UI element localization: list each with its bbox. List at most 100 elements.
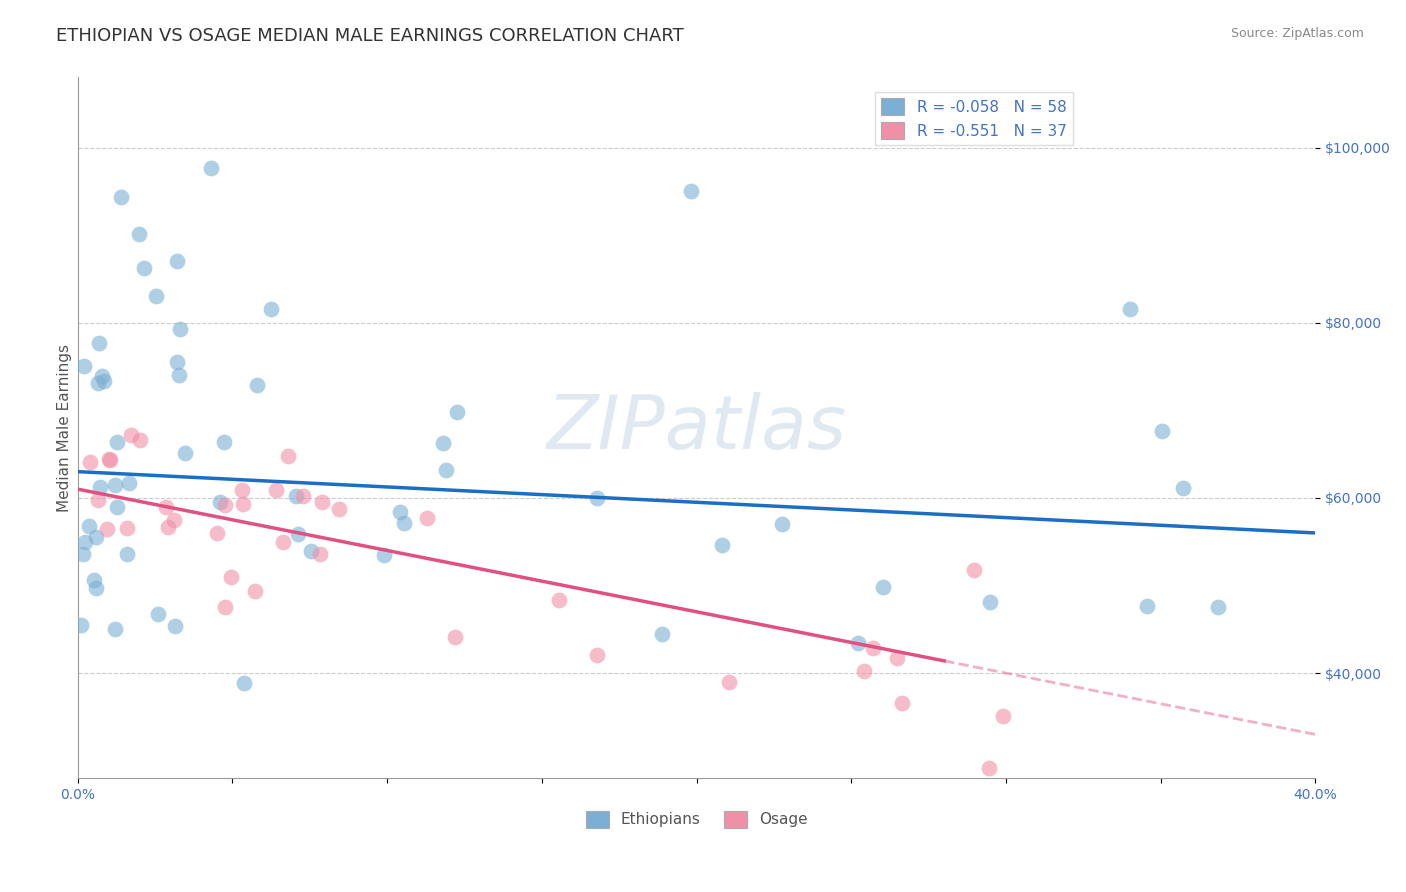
Point: [72, 547, 94, 561]
Point: [547, 593, 569, 607]
Point: [679, 184, 702, 198]
Point: [1171, 481, 1194, 495]
Point: [209, 494, 232, 508]
Point: [872, 580, 894, 594]
Point: [1119, 301, 1142, 316]
Point: [96, 522, 118, 536]
Point: [221, 570, 243, 584]
Point: [1206, 599, 1229, 614]
Point: [291, 490, 314, 504]
Point: [89, 335, 111, 350]
Point: [979, 595, 1001, 609]
Point: [163, 513, 186, 527]
Point: [862, 641, 884, 656]
Point: [446, 404, 468, 418]
Point: [167, 368, 190, 382]
Point: [214, 498, 236, 512]
Point: [308, 547, 330, 561]
Point: [299, 544, 322, 558]
Point: [104, 622, 127, 636]
Point: [93, 374, 115, 388]
Point: [434, 462, 457, 476]
Point: [271, 535, 294, 549]
Point: [416, 511, 439, 525]
Point: [169, 321, 191, 335]
Point: [586, 491, 609, 506]
Point: [166, 354, 188, 368]
Point: [277, 449, 299, 463]
Point: [444, 631, 467, 645]
Point: [284, 489, 307, 503]
Point: [90, 369, 112, 384]
Text: ETHIOPIAN VS OSAGE MEDIAN MALE EARNINGS CORRELATION CHART: ETHIOPIAN VS OSAGE MEDIAN MALE EARNINGS …: [56, 27, 683, 45]
Point: [212, 435, 235, 450]
Point: [710, 538, 733, 552]
Point: [388, 505, 411, 519]
Point: [84, 530, 107, 544]
Point: [853, 664, 876, 678]
Point: [770, 516, 793, 531]
Point: [87, 376, 110, 391]
Point: [73, 535, 96, 549]
Point: [246, 378, 269, 392]
Y-axis label: Median Male Earnings: Median Male Earnings: [58, 343, 72, 512]
Point: [963, 563, 986, 577]
Point: [173, 446, 195, 460]
Point: [1136, 599, 1159, 613]
Point: [69, 618, 91, 632]
Point: [846, 635, 869, 649]
Point: [886, 650, 908, 665]
Point: [373, 548, 395, 562]
Text: ZIPatlas: ZIPatlas: [547, 392, 846, 464]
Point: [83, 573, 105, 587]
Point: [245, 584, 267, 599]
Point: [392, 516, 415, 531]
Point: [128, 227, 150, 241]
Point: [110, 189, 132, 203]
Point: [214, 600, 236, 615]
Point: [104, 478, 127, 492]
Point: [120, 428, 142, 442]
Legend: Ethiopians, Osage: Ethiopians, Osage: [579, 805, 814, 834]
Point: [84, 581, 107, 595]
Point: [89, 480, 111, 494]
Point: [97, 452, 120, 467]
Point: [145, 289, 167, 303]
Point: [105, 434, 128, 449]
Point: [650, 627, 672, 641]
Point: [231, 483, 253, 497]
Point: [73, 359, 96, 374]
Point: [105, 500, 128, 514]
Point: [1150, 424, 1173, 438]
Point: [148, 607, 170, 621]
Point: [232, 498, 254, 512]
Point: [163, 618, 186, 632]
Point: [155, 500, 177, 514]
Point: [79, 455, 101, 469]
Point: [156, 520, 179, 534]
Point: [166, 254, 188, 268]
Point: [991, 708, 1014, 723]
Point: [115, 547, 138, 561]
Point: [129, 434, 152, 448]
Point: [117, 475, 139, 490]
Point: [233, 675, 256, 690]
Point: [586, 648, 609, 662]
Point: [260, 302, 283, 317]
Point: [891, 696, 914, 710]
Point: [717, 674, 740, 689]
Point: [77, 519, 100, 533]
Point: [287, 527, 309, 541]
Point: [205, 526, 228, 541]
Point: [264, 483, 287, 497]
Point: [115, 521, 138, 535]
Point: [87, 493, 110, 508]
Point: [200, 161, 222, 175]
Point: [432, 435, 454, 450]
Point: [98, 452, 121, 467]
Point: [979, 761, 1001, 775]
Point: [328, 502, 350, 516]
Point: [132, 260, 155, 275]
Text: Source: ZipAtlas.com: Source: ZipAtlas.com: [1230, 27, 1364, 40]
Point: [311, 495, 333, 509]
